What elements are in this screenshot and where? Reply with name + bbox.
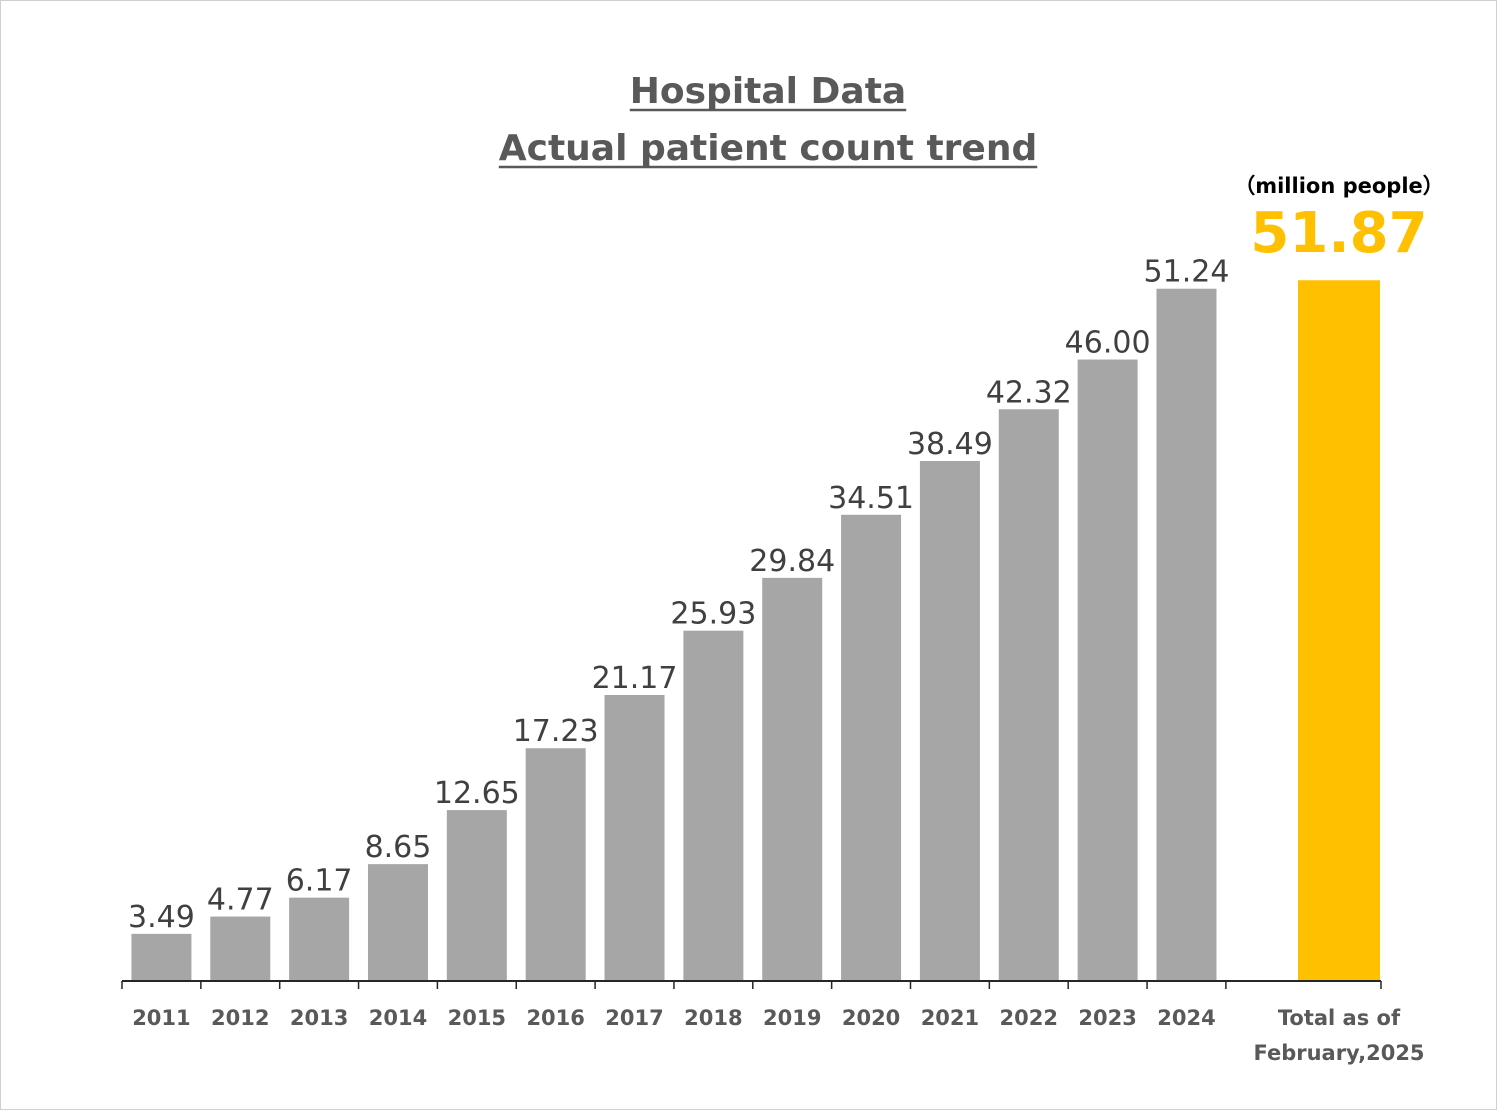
chart-subtitle: Actual patient count trend <box>499 128 1037 169</box>
bar-2019 <box>762 577 823 981</box>
value-label-2023: 46.00 <box>1065 326 1151 361</box>
x-axis <box>121 980 1382 989</box>
value-label-2018: 25.93 <box>670 597 756 632</box>
value-label-2022: 42.32 <box>986 375 1072 410</box>
value-label-2017: 21.17 <box>592 661 678 696</box>
chart-title: Hospital Data <box>630 71 906 112</box>
bar-2015 <box>446 810 507 981</box>
value-label-2019: 29.84 <box>749 544 835 579</box>
x-tick-label-2015: 2015 <box>448 1006 506 1030</box>
bar-2014 <box>367 864 428 981</box>
value-label-2013: 6.17 <box>286 864 353 899</box>
value-label-2015: 12.65 <box>434 776 520 811</box>
value-label-2014: 8.65 <box>365 830 432 865</box>
x-tick-label-2013: 2013 <box>290 1006 348 1030</box>
total-value-label: 51.87 <box>1250 201 1427 266</box>
bar-2023 <box>1077 359 1138 981</box>
bar-2020 <box>841 514 902 981</box>
bar-total-feb-2025 <box>1298 280 1380 981</box>
x-tick-label-2018: 2018 <box>684 1006 742 1030</box>
value-label-2011: 3.49 <box>128 900 195 935</box>
x-tick-label-2019: 2019 <box>763 1006 821 1030</box>
value-label-2012: 4.77 <box>207 883 274 918</box>
bar-2013 <box>289 897 350 981</box>
bar-2018 <box>683 630 744 981</box>
bar-2024 <box>1156 288 1217 982</box>
value-label-2024: 51.24 <box>1144 255 1230 290</box>
x-tick-label-2020: 2020 <box>842 1006 900 1030</box>
bars-group <box>131 280 1380 982</box>
x-tick-label-2021: 2021 <box>921 1006 979 1030</box>
x-tick-label-2012: 2012 <box>211 1006 269 1030</box>
bar-2016 <box>525 748 586 981</box>
bar-2022 <box>998 409 1059 981</box>
value-label-2016: 17.23 <box>513 714 599 749</box>
unit-label: （million people） <box>1234 174 1444 198</box>
value-label-2021: 38.49 <box>907 427 993 462</box>
bar-2021 <box>919 461 980 981</box>
x-tick-label-2023: 2023 <box>1078 1006 1136 1030</box>
bar-2012 <box>210 916 271 981</box>
value-label-2020: 34.51 <box>828 481 914 516</box>
bar-2011 <box>131 933 192 981</box>
x-tick-label-2014: 2014 <box>369 1006 427 1030</box>
x-tick-label-2017: 2017 <box>605 1006 663 1030</box>
x-tick-label-total-line-1: Total as of <box>1278 1006 1401 1030</box>
x-tick-label-total-line-2: February,2025 <box>1253 1041 1424 1065</box>
chart-title-group: Hospital Data Actual patient count trend <box>498 71 1038 169</box>
x-tick-labels-group: 2011 2012 2013 2014 2015 2016 2017 2018 2019 2020… <box>132 1006 1424 1065</box>
x-tick-label-2024: 2024 <box>1157 1006 1215 1030</box>
x-tick-label-2011: 2011 <box>132 1006 190 1030</box>
x-tick-label-2022: 2022 <box>1000 1006 1058 1030</box>
total-annotation-group: （million people） 51.87 <box>1234 174 1444 266</box>
x-tick-label-2016: 2016 <box>526 1006 584 1030</box>
bar-2017 <box>604 694 665 981</box>
